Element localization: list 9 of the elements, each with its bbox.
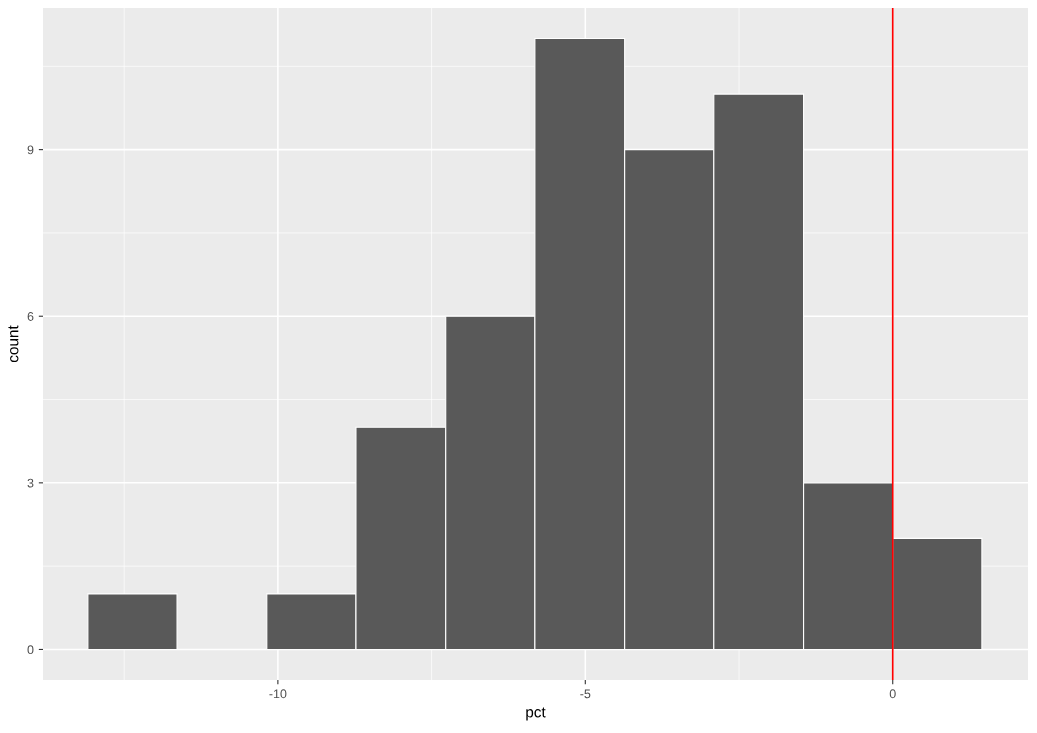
y-tick-label: 6 <box>27 312 34 321</box>
x-axis-title: pct <box>526 707 546 721</box>
y-tick-label: 0 <box>27 645 34 655</box>
y-tick-label: 9 <box>27 145 34 155</box>
x-tick-label: -5 <box>580 689 591 699</box>
y-axis-title: count <box>8 325 19 363</box>
x-tick-label: 0 <box>889 689 896 699</box>
x-tick-label: -10 <box>269 689 287 699</box>
y-tick-label: 3 <box>27 478 34 488</box>
